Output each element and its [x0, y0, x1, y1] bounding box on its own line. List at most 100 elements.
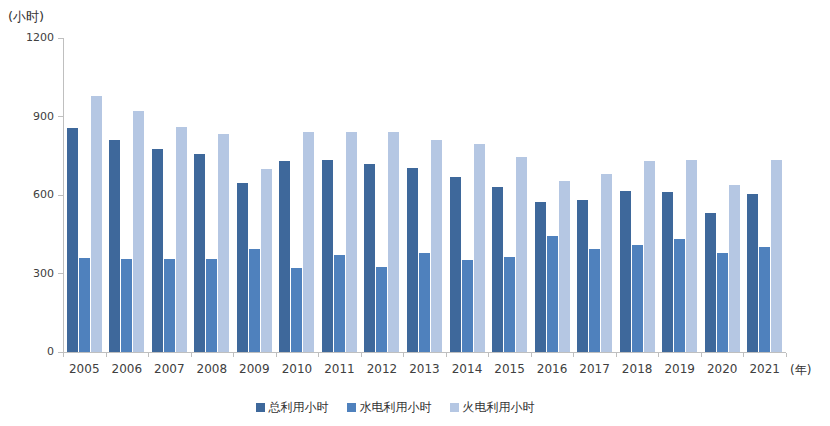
- bar-total-hours: [747, 194, 758, 352]
- x-tick-mark: [403, 353, 404, 357]
- bar-thermal-hours: [388, 132, 399, 352]
- x-tick-label: 2021: [743, 362, 786, 376]
- bar-total-hours: [450, 177, 461, 352]
- bar-total-hours: [577, 200, 588, 352]
- bar-thermal-hours: [133, 111, 144, 352]
- bar-group-2020: [701, 185, 744, 352]
- bar-thermal-hours: [91, 96, 102, 352]
- bar-hydro-hours: [206, 259, 217, 352]
- bar-hydro-hours: [79, 258, 90, 352]
- bar-hydro-hours: [759, 247, 770, 352]
- bar-thermal-hours: [474, 144, 485, 352]
- bar-total-hours: [705, 213, 716, 352]
- y-tick-label: 1200: [14, 31, 54, 44]
- bar-group-2017: [573, 174, 616, 352]
- bar-thermal-hours: [346, 132, 357, 352]
- bar-hydro-hours: [121, 259, 132, 352]
- y-tick-label: 900: [14, 110, 54, 123]
- legend-swatch-thermal-hours: [450, 403, 459, 412]
- x-tick-mark: [361, 353, 362, 357]
- bar-group-2016: [531, 181, 574, 352]
- bar-group-2009: [233, 169, 276, 352]
- x-axis-line: [63, 352, 786, 353]
- bar-hydro-hours: [547, 236, 558, 352]
- x-tick-mark: [276, 353, 277, 357]
- bar-hydro-hours: [249, 249, 260, 352]
- bar-thermal-hours: [644, 161, 655, 352]
- bar-group-2007: [148, 127, 191, 352]
- bar-thermal-hours: [771, 160, 782, 352]
- bar-chart: (小时) 03006009001200 20052006200720082009…: [0, 0, 830, 426]
- bar-hydro-hours: [462, 260, 473, 352]
- y-tick-label: 0: [14, 345, 54, 358]
- legend-swatch-hydro-hours: [347, 403, 356, 412]
- bar-total-hours: [620, 191, 631, 352]
- x-tick-label: 2019: [658, 362, 701, 376]
- bar-thermal-hours: [559, 181, 570, 352]
- bar-total-hours: [237, 183, 248, 352]
- bar-group-2018: [616, 161, 659, 352]
- bar-total-hours: [152, 149, 163, 352]
- x-tick-mark: [148, 353, 149, 357]
- bar-hydro-hours: [674, 239, 685, 352]
- x-tick-label: 2014: [446, 362, 489, 376]
- y-tick-label: 300: [14, 267, 54, 280]
- x-tick-mark: [743, 353, 744, 357]
- bar-total-hours: [279, 161, 290, 352]
- legend-label-thermal-hours: 火电利用小时: [463, 399, 535, 416]
- bar-total-hours: [109, 140, 120, 352]
- x-tick-label: 2020: [701, 362, 744, 376]
- x-tick-mark: [191, 353, 192, 357]
- x-tick-mark: [786, 353, 787, 357]
- bar-thermal-hours: [431, 140, 442, 352]
- bar-hydro-hours: [376, 267, 387, 352]
- x-tick-mark: [701, 353, 702, 357]
- x-axis-unit-label: (年): [790, 362, 811, 379]
- x-tick-label: 2007: [148, 362, 191, 376]
- x-tick-label: 2006: [106, 362, 149, 376]
- bar-total-hours: [67, 128, 78, 352]
- y-tick-label: 600: [14, 188, 54, 201]
- x-tick-mark: [658, 353, 659, 357]
- x-tick-mark: [531, 353, 532, 357]
- bar-thermal-hours: [686, 160, 697, 352]
- bar-thermal-hours: [601, 174, 612, 352]
- bar-hydro-hours: [589, 249, 600, 352]
- x-tick-label: 2016: [531, 362, 574, 376]
- y-tick-mark: [58, 38, 63, 39]
- x-tick-label: 2011: [318, 362, 361, 376]
- bar-group-2014: [446, 144, 489, 352]
- x-tick-mark: [488, 353, 489, 357]
- x-tick-mark: [573, 353, 574, 357]
- legend-item-hydro-hours: 水电利用小时: [347, 399, 432, 416]
- bar-total-hours: [322, 160, 333, 352]
- bar-hydro-hours: [164, 259, 175, 352]
- x-tick-mark: [233, 353, 234, 357]
- bar-group-2013: [403, 140, 446, 352]
- x-tick-mark: [63, 353, 64, 357]
- bar-total-hours: [407, 168, 418, 352]
- bar-group-2021: [743, 160, 786, 352]
- x-tick-label: 2010: [276, 362, 319, 376]
- bar-thermal-hours: [303, 132, 314, 352]
- legend-label-total-hours: 总利用小时: [269, 399, 329, 416]
- x-tick-label: 2018: [616, 362, 659, 376]
- bar-total-hours: [535, 202, 546, 352]
- x-tick-mark: [318, 353, 319, 357]
- x-tick-mark: [616, 353, 617, 357]
- bar-hydro-hours: [334, 255, 345, 352]
- x-tick-label: 2005: [63, 362, 106, 376]
- x-tick-label: 2017: [573, 362, 616, 376]
- bar-group-2008: [191, 134, 234, 352]
- legend-label-hydro-hours: 水电利用小时: [360, 399, 432, 416]
- bar-total-hours: [492, 187, 503, 352]
- bar-group-2012: [361, 132, 404, 352]
- x-tick-mark: [106, 353, 107, 357]
- bar-hydro-hours: [504, 257, 515, 353]
- x-tick-label: 2012: [361, 362, 404, 376]
- legend-item-total-hours: 总利用小时: [256, 399, 329, 416]
- bar-group-2006: [106, 111, 149, 352]
- x-tick-label: 2008: [191, 362, 234, 376]
- y-axis-unit-label: (小时): [8, 8, 44, 26]
- bar-thermal-hours: [729, 185, 740, 352]
